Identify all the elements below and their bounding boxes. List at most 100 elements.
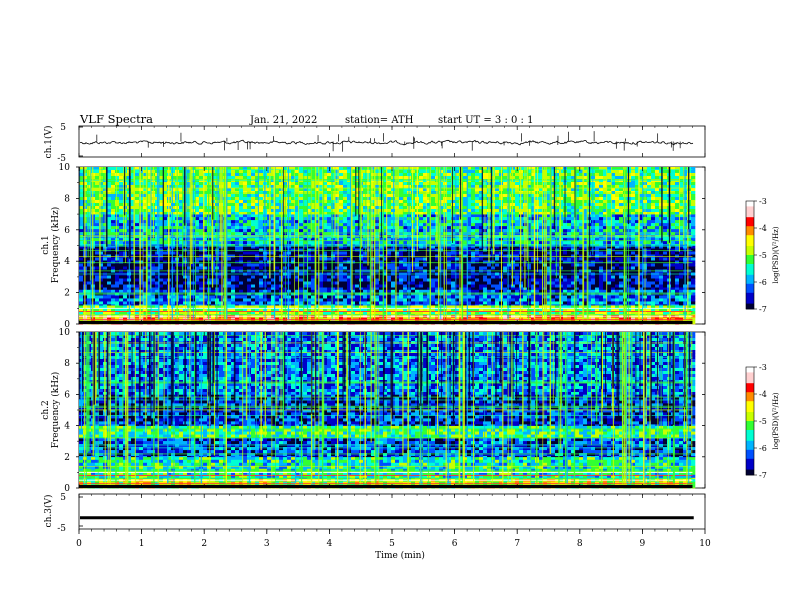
spectrogram-cell (635, 311, 640, 315)
spectrogram-cell (691, 217, 696, 221)
spectrogram-cell (163, 304, 168, 306)
spectrogram-cell (403, 214, 408, 218)
spectrogram-cell (687, 257, 692, 261)
spectrogram-cell (399, 305, 404, 309)
spectrogram-cell (303, 257, 308, 261)
spectrogram-cell (275, 295, 280, 299)
spectrogram-cell (635, 304, 640, 306)
spectrogram-cell (387, 214, 392, 218)
spectrogram-cell (327, 251, 332, 255)
spectrogram-cell (515, 284, 520, 288)
spectrogram-cell (311, 251, 316, 255)
spectrogram-cell (235, 295, 240, 299)
spectrogram-cell (295, 278, 300, 282)
spectrogram-cell (687, 278, 692, 282)
spectrogram-cell (115, 311, 120, 315)
spectrogram-cell (119, 305, 124, 309)
spectrogram-cell (79, 278, 84, 282)
spectrogram-cell (691, 266, 696, 270)
spectrogram-cell (619, 275, 624, 279)
spectrogram-cell (307, 217, 312, 221)
spectrogram-cell (535, 298, 540, 302)
spectrogram-cell (415, 295, 420, 299)
spectrogram-cell (143, 284, 148, 288)
spectrogram-cell (551, 295, 556, 299)
spectrogram-cell (547, 260, 552, 264)
spectrogram-cell (319, 217, 324, 221)
spectrogram-cell (275, 311, 280, 315)
spectrogram-cell (347, 298, 352, 302)
spectrogram-cell (295, 214, 300, 218)
spectrogram-cell (403, 275, 408, 279)
spectrogram-cell (347, 214, 352, 218)
spectrogram-cell (295, 260, 300, 264)
spectrogram-cell (607, 245, 612, 249)
spectrogram-cell (331, 305, 336, 309)
spectrogram-cell (355, 263, 360, 267)
spectrogram-cell (147, 298, 152, 302)
spectrogram-cell (259, 304, 264, 306)
spectrogram-cell (495, 304, 500, 306)
spectrogram-cell (615, 308, 620, 312)
spectrogram-cell (635, 284, 640, 288)
spectrogram-cell (563, 278, 568, 282)
spectrogram-cell (243, 245, 248, 249)
spectrogram-cell (347, 260, 352, 264)
spectrogram-cell (555, 260, 560, 264)
spectrogram-cell (419, 251, 424, 255)
spectrogram-cell (623, 275, 628, 279)
spectrogram-cell (303, 275, 308, 279)
spectrogram-cell (299, 257, 304, 261)
spectrogram-cell (159, 304, 164, 306)
spectrogram-cell (187, 311, 192, 315)
spectrogram-cell (639, 251, 644, 255)
spectrogram-cell (679, 305, 684, 309)
spectrogram-cell (691, 289, 696, 293)
spectrogram-cell (615, 263, 620, 267)
spectrogram-cell (455, 260, 460, 264)
spectrogram-cell (171, 251, 176, 255)
spectrogram-cell (395, 298, 400, 302)
spectrogram-cell (635, 305, 640, 309)
spectrogram-cell (311, 245, 316, 249)
spectrogram-cell (571, 289, 576, 293)
spectrogram-cell (575, 301, 580, 305)
spectrogram-cell (307, 304, 312, 306)
spectrogram-cell (479, 304, 484, 306)
spectrogram-cell (687, 287, 692, 290)
spectrogram-cell (119, 223, 124, 227)
spectrogram-cell (287, 311, 292, 315)
spectrogram-cell (259, 214, 264, 218)
spectrogram-cell (507, 308, 512, 312)
spectrogram-cell (575, 266, 580, 270)
spectrogram-cell (479, 245, 484, 249)
spectrogram-cell (631, 260, 636, 264)
spectrogram-cell (387, 295, 392, 299)
spectrogram-cell (351, 275, 356, 279)
spectrogram-cell (347, 287, 352, 290)
spectrogram-cell (531, 275, 536, 279)
spectrogram-cell (647, 287, 652, 290)
spectrogram-cell (159, 257, 164, 261)
spectrogram-cell (379, 304, 384, 306)
spectrogram-cell (451, 217, 456, 221)
spectrogram-cell (483, 278, 488, 282)
spectrogram-cell (495, 301, 500, 305)
spectrogram-cell (611, 260, 616, 264)
spectrogram-cell (515, 298, 520, 302)
spectrogram-cell (111, 308, 116, 312)
spectrogram-cell (479, 263, 484, 267)
spectrogram-cell (315, 304, 320, 306)
spectrogram-cell (659, 301, 664, 305)
spectrogram-cell (243, 311, 248, 315)
spectrogram-cell (623, 304, 628, 306)
spectrogram-cell (571, 304, 576, 306)
spectrogram-cell (571, 305, 576, 309)
spectrogram-cell (639, 295, 644, 299)
spectrogram-cell (299, 260, 304, 264)
spectrogram-cell (195, 287, 200, 290)
spectrogram-cell (135, 304, 140, 306)
spectrogram-cell (123, 275, 128, 279)
spectrogram-cell (155, 308, 160, 312)
spectrogram-cell (195, 301, 200, 305)
